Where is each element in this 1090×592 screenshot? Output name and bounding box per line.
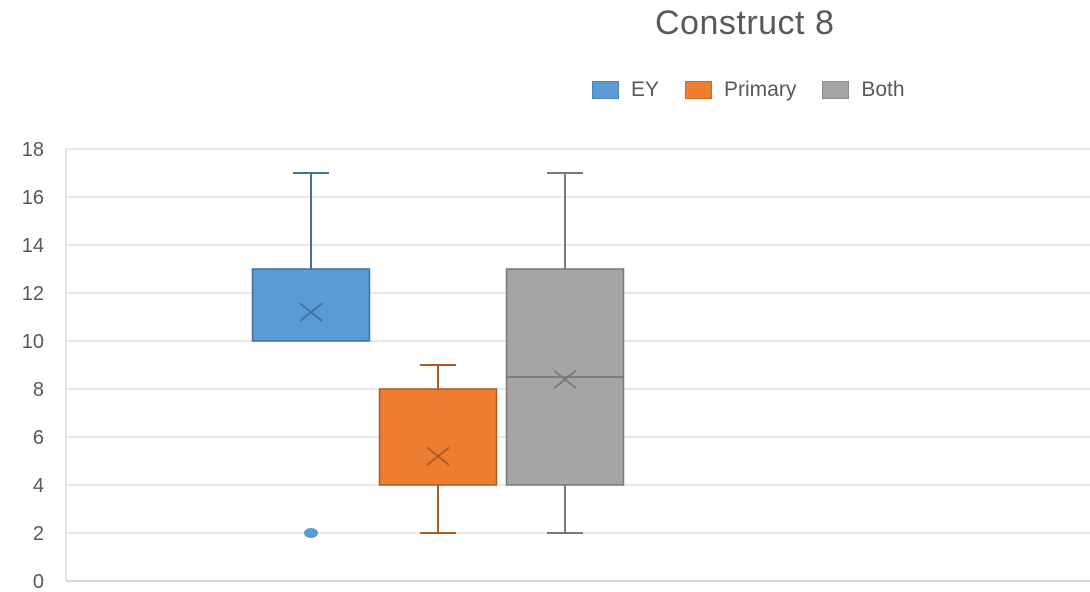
legend-item-both: Both xyxy=(822,78,905,102)
y-tick-label-6: 6 xyxy=(33,427,44,449)
legend-item-ey: EY xyxy=(592,78,659,102)
y-tick-label-14: 14 xyxy=(22,235,44,257)
y-tick-label-2: 2 xyxy=(33,523,44,545)
y-tick-label-0: 0 xyxy=(33,571,44,592)
y-tick-label-18: 18 xyxy=(22,139,44,161)
mean-marker-b-both xyxy=(553,369,577,389)
box-ey xyxy=(251,268,371,342)
legend-item-primary: Primary xyxy=(685,78,796,102)
legend-label-ey: EY xyxy=(631,78,660,101)
y-tick-label-12: 12 xyxy=(22,283,44,305)
chart-legend: EY Primary Both xyxy=(592,78,905,102)
y-tick-label-16: 16 xyxy=(22,187,44,209)
legend-label-both: Both xyxy=(861,78,905,101)
outlier-ey-0 xyxy=(304,528,318,538)
y-tick-label-8: 8 xyxy=(33,379,44,401)
box-primary xyxy=(378,388,498,486)
legend-swatch-ey xyxy=(592,81,619,99)
legend-label-primary: Primary xyxy=(724,78,797,101)
mean-marker-b-ey xyxy=(299,302,323,322)
mean-marker-b-primary xyxy=(426,446,450,466)
y-tick-label-4: 4 xyxy=(33,475,44,497)
legend-swatch-primary xyxy=(685,81,713,99)
chart-title: Construct 8 xyxy=(655,4,835,42)
y-tick-label-10: 10 xyxy=(22,331,44,353)
legend-swatch-both xyxy=(822,81,850,99)
